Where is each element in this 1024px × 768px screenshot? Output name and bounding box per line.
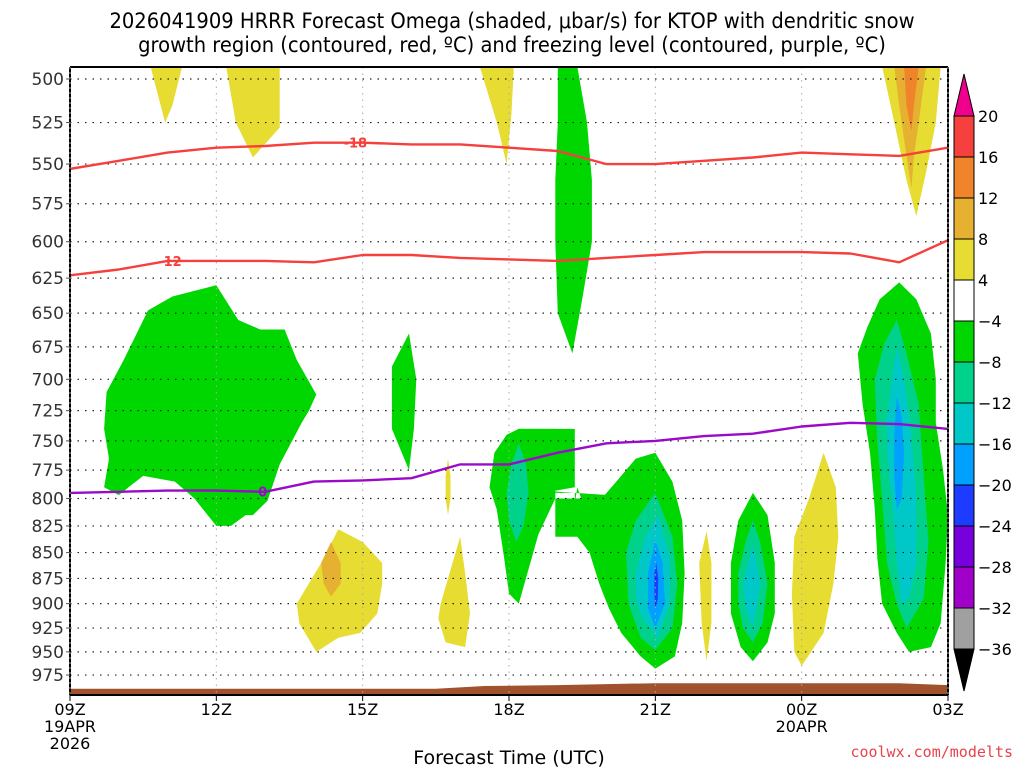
contour-dgz-minus18 — [70, 141, 948, 171]
y-tick-label: 600 — [32, 233, 64, 253]
colorbar-bin — [953, 566, 975, 609]
x-tick-label: 00Z — [786, 700, 817, 719]
x-axis-label: Forecast Time (UTC) — [413, 747, 604, 768]
colorbar-tick-label: 20 — [978, 107, 998, 126]
omega-region-teal-18z — [506, 443, 529, 542]
x-tick-label: 09Z — [54, 700, 85, 719]
omega-region-amber-ur — [894, 67, 927, 189]
y-tick-label: 550 — [32, 155, 64, 175]
colorbar-tick-label: −24 — [978, 517, 1012, 536]
grid — [70, 67, 948, 695]
y-tick-label: 500 — [32, 70, 64, 90]
colorbar-tick-label: −4 — [978, 312, 1002, 331]
y-tick-label: 575 — [32, 195, 64, 215]
y-tick-label: 925 — [32, 619, 64, 639]
colorbar-bin — [953, 238, 975, 281]
y-tick-label: 675 — [32, 338, 64, 358]
colorbar-tick-label: −12 — [978, 394, 1012, 413]
colorbar-tick-label: 12 — [978, 189, 998, 208]
omega-region-green-big-left — [104, 285, 317, 526]
colorbar-bin — [953, 484, 975, 527]
colorbar-tick-label: 4 — [978, 271, 988, 290]
colorbar-tick-label: 16 — [978, 148, 998, 167]
omega-region-yellow-17z-thin — [445, 458, 451, 516]
colorbar-bin — [953, 197, 975, 240]
y-tick-label: 775 — [32, 461, 64, 481]
y-tick-label: 625 — [32, 269, 64, 289]
y-tick-label: 700 — [32, 370, 64, 390]
terrain — [70, 683, 948, 695]
colorbar-over-arrow — [953, 73, 975, 117]
colorbar-bin — [953, 279, 975, 322]
colorbar-tick-label: −8 — [978, 353, 1002, 372]
colorbar-bin — [953, 443, 975, 486]
omega-region-green-top — [555, 67, 592, 354]
x-tick-label: 2026 — [50, 734, 91, 753]
colorbar-bin — [953, 607, 975, 650]
x-tick-label: 18Z — [493, 700, 524, 719]
x-tick-label: 19APR — [44, 717, 96, 736]
terrain-surface — [70, 683, 948, 695]
x-tick-label: 20APR — [776, 717, 828, 736]
omega-region-yellow-22z — [699, 531, 712, 662]
colorbar-bin — [953, 320, 975, 363]
contour-label: -18 — [344, 137, 368, 152]
y-tick-label: 525 — [32, 114, 64, 134]
colorbar-tick-label: −16 — [978, 435, 1012, 454]
x-tick-label: 15Z — [347, 700, 378, 719]
colorbar: 20 16 12 8 4 −4 −8 −12 −16 −20 −24 −28 −32 −36 — [953, 73, 1012, 692]
chart-title-line-2: growth region (contoured, red, ºC) and f… — [138, 33, 886, 57]
contours: -18 -12 0 — [70, 137, 948, 501]
contour-dgz-minus12 — [70, 239, 948, 277]
omega-region-yellow-14z — [296, 529, 383, 652]
omega-region-amber-14z — [321, 542, 341, 597]
colorbar-tick-label: −28 — [978, 558, 1012, 577]
x-tick-label: 21Z — [640, 700, 671, 719]
omega-region-yellow-00z — [791, 452, 839, 666]
y-tick-label: 900 — [32, 595, 64, 615]
colorbar-bin — [953, 361, 975, 404]
omega-region-cyan-23z — [743, 544, 761, 629]
colorbar-tick-label: −20 — [978, 476, 1012, 495]
colorbar-bin — [953, 115, 975, 158]
omega-region-yellow-top-3 — [479, 67, 514, 165]
omega-region-yellow-top-1 — [150, 67, 183, 123]
colorbar-tick-label: 8 — [978, 230, 988, 249]
contour-label: 0 — [258, 486, 267, 501]
y-tick-label: 650 — [32, 304, 64, 324]
y-axis: 500 525 550 575 600 625 650 675 700 725 750 775 800 8… — [32, 70, 70, 686]
colorbar-bin — [953, 525, 975, 568]
contour-label: -12 — [158, 255, 182, 270]
y-tick-label: 800 — [32, 489, 64, 509]
omega-shading — [104, 67, 948, 669]
colorbar-tick-label: −32 — [978, 599, 1012, 618]
y-tick-label: 950 — [32, 643, 64, 663]
y-tick-label: 750 — [32, 432, 64, 452]
omega-region-yellow-top-2 — [226, 67, 280, 158]
x-tick-label: 12Z — [201, 700, 232, 719]
omega-region-green-small-16z — [391, 333, 417, 471]
colorbar-bin — [953, 402, 975, 445]
omega-region-yellow-17z-low — [438, 536, 470, 648]
y-tick-label: 975 — [32, 666, 64, 686]
colorbar-bin — [953, 156, 975, 199]
credit-link[interactable]: coolwx.com/modelts — [850, 743, 1013, 761]
y-tick-label: 850 — [32, 544, 64, 564]
contour-freezing-level — [70, 421, 948, 495]
y-tick-label: 725 — [32, 402, 64, 422]
x-tick-label: 03Z — [932, 700, 963, 719]
y-tick-label: 875 — [32, 569, 64, 589]
y-tick-label: 825 — [32, 517, 64, 537]
omega-region-orange-ur — [904, 67, 919, 131]
colorbar-tick-label: −36 — [978, 640, 1012, 659]
chart-title-line-1: 2026041909 HRRR Forecast Omega (shaded, … — [109, 9, 915, 33]
colorbar-under-arrow — [953, 648, 975, 692]
